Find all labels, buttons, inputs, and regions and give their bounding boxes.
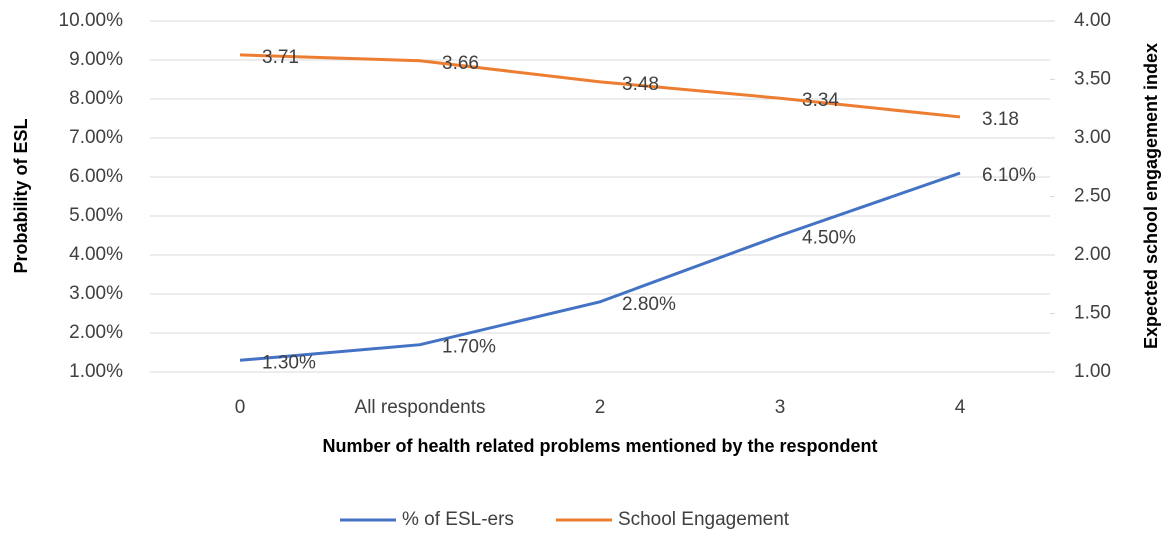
x-tick-label: 2: [595, 397, 606, 418]
y-tick-label: 10.00%: [59, 10, 124, 31]
x-tick-label: All respondents: [355, 397, 486, 418]
y-tick-label: 8.00%: [69, 88, 123, 109]
y-tick-label: 5.00%: [69, 205, 123, 226]
x-tick-label: 0: [235, 397, 246, 418]
y-tick-label: 7.00%: [69, 127, 123, 148]
y2-tick-label: 3.00: [1074, 127, 1111, 148]
y-axis-title: Probability of ESL: [11, 118, 31, 273]
y2-tick-label: 2.00: [1074, 244, 1111, 265]
y-tick-label: 1.00%: [69, 361, 123, 382]
y-tick-label: 9.00%: [69, 49, 123, 70]
data-label: 3.34: [802, 90, 839, 111]
x-axis-title: Number of health related problems mentio…: [322, 436, 877, 456]
y2-tick-label: 2.50: [1074, 186, 1111, 207]
legend-label: % of ESL-ers: [402, 509, 514, 530]
y-tick-label: 4.00%: [69, 244, 123, 265]
y2-tick-label: 1.50: [1074, 303, 1111, 324]
data-label: 3.18: [982, 109, 1019, 130]
series-line: [239, 53, 961, 119]
data-label: 3.71: [262, 47, 299, 68]
data-label: 6.10%: [982, 165, 1036, 186]
y2-axis-title: Expected school engagement index: [1141, 43, 1161, 349]
x-tick-label: 4: [955, 397, 966, 418]
data-label: 1.30%: [262, 352, 316, 373]
y-tick-label: 6.00%: [69, 166, 123, 187]
data-label: 2.80%: [622, 294, 676, 315]
x-tick-label: 3: [775, 397, 786, 418]
y-tick-label: 2.00%: [69, 322, 123, 343]
data-label: 3.48: [622, 74, 659, 95]
data-label: 1.70%: [442, 337, 496, 358]
legend-label: School Engagement: [618, 509, 790, 530]
y-tick-label: 3.00%: [69, 283, 123, 304]
data-label: 4.50%: [802, 228, 856, 249]
series-line: [239, 171, 961, 362]
y2-tick-label: 3.50: [1074, 69, 1111, 90]
y2-tick-label: 4.00: [1074, 10, 1111, 31]
y2-tick-label: 1.00: [1074, 361, 1111, 382]
data-label: 3.66: [442, 53, 479, 74]
